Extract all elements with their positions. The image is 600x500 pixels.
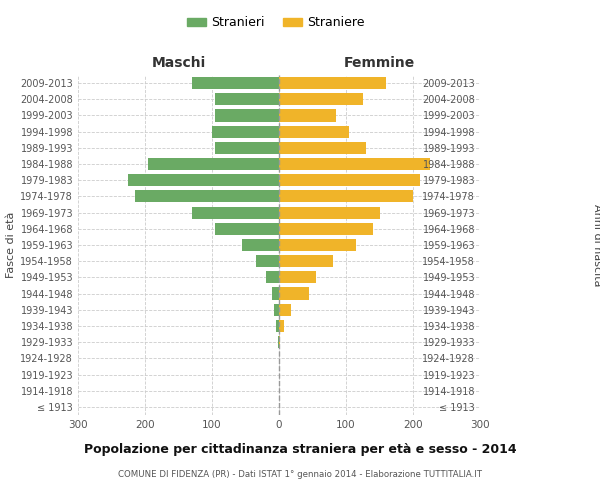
Text: Popolazione per cittadinanza straniera per età e sesso - 2014: Popolazione per cittadinanza straniera p…	[83, 442, 517, 456]
Bar	[215, 222, 279, 235]
Bar	[192, 77, 279, 89]
Bar	[279, 174, 420, 186]
Bar	[272, 288, 279, 300]
Bar	[279, 304, 291, 316]
Bar	[128, 174, 279, 186]
Bar	[256, 255, 279, 268]
Bar	[242, 239, 279, 251]
Text: Maschi: Maschi	[151, 56, 206, 70]
Bar	[279, 272, 316, 283]
Bar	[279, 93, 363, 106]
Bar	[279, 110, 336, 122]
Bar	[279, 255, 332, 268]
Bar	[212, 126, 279, 138]
Bar	[279, 320, 284, 332]
Bar	[192, 206, 279, 218]
Bar	[279, 288, 309, 300]
Bar	[279, 222, 373, 235]
Bar	[215, 110, 279, 122]
Text: Anni di nascita: Anni di nascita	[592, 204, 600, 286]
Bar	[135, 190, 279, 202]
Bar	[279, 77, 386, 89]
Bar	[275, 320, 279, 332]
Bar	[279, 190, 413, 202]
Bar	[279, 142, 366, 154]
Bar	[266, 272, 279, 283]
Bar	[215, 93, 279, 106]
Bar	[279, 126, 349, 138]
Text: Femmine: Femmine	[344, 56, 415, 70]
Legend: Stranieri, Straniere: Stranieri, Straniere	[182, 11, 370, 34]
Bar	[279, 336, 280, 348]
Bar	[279, 158, 430, 170]
Bar	[215, 142, 279, 154]
Text: COMUNE DI FIDENZA (PR) - Dati ISTAT 1° gennaio 2014 - Elaborazione TUTTITALIA.IT: COMUNE DI FIDENZA (PR) - Dati ISTAT 1° g…	[118, 470, 482, 479]
Bar	[274, 304, 279, 316]
Bar	[279, 206, 380, 218]
Y-axis label: Fasce di età: Fasce di età	[6, 212, 16, 278]
Bar	[278, 336, 279, 348]
Bar	[148, 158, 279, 170]
Bar	[279, 239, 356, 251]
